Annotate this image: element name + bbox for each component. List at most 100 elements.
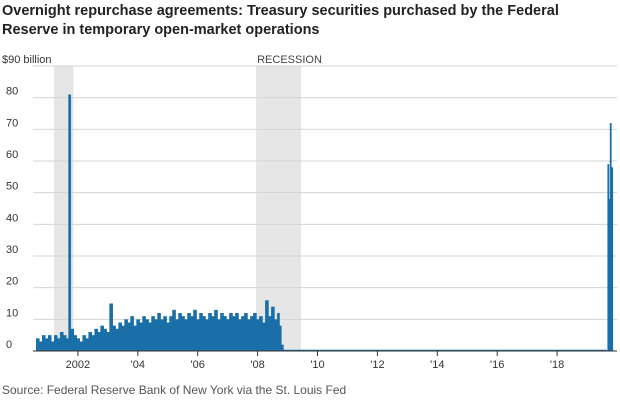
x-tick-label-2006: '06	[191, 359, 205, 371]
bar-0-15	[79, 341, 84, 351]
bar-0-59	[211, 316, 215, 351]
y-tick-label-90: $90 billion	[2, 54, 52, 66]
bar-0-57	[205, 319, 209, 351]
bar-0-54	[196, 319, 200, 351]
y-tick-label-70: 70	[6, 117, 18, 129]
bar-0-63	[223, 316, 227, 351]
x-tick-label-2008: '08	[250, 359, 264, 371]
bar-0-37	[145, 319, 149, 351]
bar-0-81	[277, 313, 280, 351]
bar-0-38	[148, 322, 152, 351]
bar-0-70	[244, 313, 248, 351]
bar-0-3	[44, 338, 49, 351]
bar-0-50	[184, 319, 188, 351]
bar-0-21	[97, 332, 101, 351]
bar-0-6	[53, 335, 58, 351]
bar-0-0	[35, 338, 40, 351]
bar-0-16	[82, 335, 87, 351]
bar-0-62	[220, 313, 224, 351]
bar-0-24	[106, 332, 110, 351]
bar-0-14	[76, 338, 81, 351]
bar-0-1	[38, 341, 43, 351]
recession-label: RECESSION	[257, 54, 322, 66]
x-tick-label-2004: '04	[131, 359, 145, 371]
bar-0-69	[241, 316, 245, 351]
bar-0-67	[235, 313, 239, 351]
y-tick-label-20: 20	[6, 276, 18, 288]
bar-0-82	[279, 325, 282, 351]
bar-0-13	[73, 335, 78, 351]
bar-0-36	[142, 316, 146, 351]
bar-0-8	[59, 332, 64, 351]
bar-0-9	[62, 335, 67, 351]
bar-0-64	[226, 319, 230, 351]
bar-0-74	[256, 319, 260, 351]
bar-0-53	[193, 309, 197, 351]
bar-0-43	[163, 316, 167, 351]
bar-0-83	[280, 344, 284, 351]
x-tick-label-2002: 2002	[66, 359, 90, 371]
bar-0-33	[133, 325, 137, 351]
bar-0-7	[56, 338, 61, 351]
y-tick-label-40: 40	[6, 212, 18, 224]
bar-0-51	[187, 313, 191, 351]
bar-0-71	[247, 319, 251, 351]
bar-0-20	[94, 328, 98, 351]
bar-0-27	[115, 328, 119, 351]
bar-0-18	[88, 332, 92, 351]
bar-0-41	[157, 313, 161, 351]
bar-0-4	[47, 335, 52, 351]
bar-0-49	[181, 316, 185, 351]
bar-0-32	[130, 316, 134, 351]
bar-0-52	[190, 316, 194, 351]
bar-0-44	[166, 322, 170, 351]
y-tick-label-30: 30	[6, 244, 18, 256]
bar-0-31	[127, 322, 131, 351]
bar-0-29	[121, 325, 125, 351]
y-tick-label-50: 50	[6, 181, 18, 193]
bar-0-46	[172, 309, 176, 351]
bar-0-79	[271, 306, 275, 351]
bar-0-68	[238, 319, 242, 351]
x-tick-label-2012: '12	[370, 359, 384, 371]
y-tick-label-80: 80	[6, 86, 18, 98]
x-tick-label-2016: '16	[490, 359, 504, 371]
bar-0-80	[274, 319, 278, 351]
bar-0-72	[250, 316, 254, 351]
bar-0-12	[70, 328, 75, 351]
bar-0-35	[139, 322, 143, 351]
chart-title: Overnight repurchase agreements: Treasur…	[2, 3, 559, 38]
bar-0-73	[253, 313, 257, 351]
bar-0-22	[100, 325, 104, 351]
bar-0-56	[202, 316, 206, 351]
bar-0-75	[259, 316, 263, 351]
bar-0-45	[169, 316, 173, 351]
bar-0-48	[178, 313, 182, 351]
bar-0-78	[268, 316, 272, 351]
bar-0-86	[608, 199, 611, 351]
bar-0-39	[151, 316, 155, 351]
bar-0-17	[85, 338, 90, 351]
y-tick-label-0: 0	[6, 339, 12, 351]
y-tick-label-60: 60	[6, 149, 18, 161]
bar-0-11	[68, 94, 72, 351]
bar-0-58	[208, 313, 212, 351]
bar-0-19	[91, 335, 95, 351]
bar-0-87	[609, 123, 612, 351]
bar-0-88	[611, 167, 614, 351]
bar-0-5	[50, 341, 55, 351]
bar-0-65	[229, 313, 233, 351]
bar-0-28	[118, 322, 122, 351]
bar-0-26	[112, 325, 116, 351]
bar-0-34	[136, 319, 140, 351]
bar-0-23	[103, 328, 107, 351]
bar-0-61	[217, 319, 221, 351]
bar-0-42	[160, 319, 164, 351]
source-note: Source: Federal Reserve Bank of New York…	[2, 383, 347, 397]
bar-0-55	[199, 313, 203, 351]
x-tick-label-2014: '14	[430, 359, 444, 371]
x-tick-label-2018: '18	[550, 359, 564, 371]
bar-0-85	[607, 164, 610, 351]
recession-band-1	[256, 66, 302, 351]
